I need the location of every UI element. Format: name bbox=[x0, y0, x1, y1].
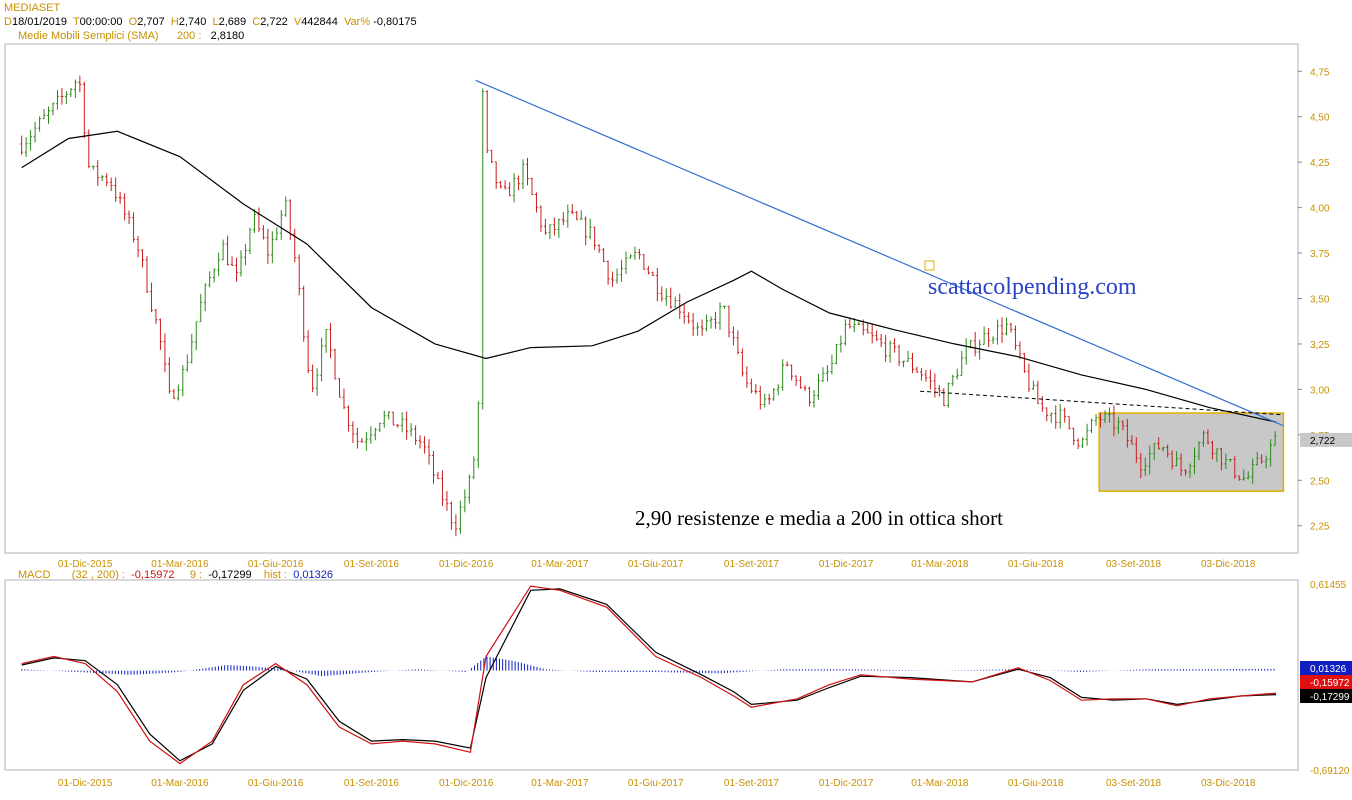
open-label: O bbox=[128, 16, 138, 28]
macd-date-label: 01-Mar-2016 bbox=[151, 778, 209, 789]
macd-date-label: 01-Dic-2017 bbox=[819, 778, 874, 789]
macd-date-label: 01-Giu-2017 bbox=[628, 778, 684, 789]
dashed-level-line bbox=[920, 390, 1284, 416]
macd-value-box bbox=[1300, 689, 1352, 703]
price-axis-label: 4,00 bbox=[1310, 204, 1330, 215]
macd-date-label: 03-Set-2018 bbox=[1106, 778, 1161, 789]
sma-header: Medie Mobili Semplici (SMA) 200 : 2,8180 bbox=[18, 30, 244, 42]
trendline-handle bbox=[924, 260, 935, 271]
price-date-label: 01-Set-2016 bbox=[344, 559, 399, 570]
time-value: 00:00:00 bbox=[79, 16, 123, 28]
resistance-trendline bbox=[475, 79, 1284, 427]
price-axis-label: 3,00 bbox=[1310, 385, 1330, 396]
date-value: 18/01/2019 bbox=[11, 16, 68, 28]
macd-value-label: -0,17299 bbox=[1310, 692, 1350, 703]
sma-period: 200 : bbox=[176, 30, 202, 42]
macd-label: MACD bbox=[18, 569, 51, 581]
watermark: scattacolpending.com bbox=[928, 274, 1137, 300]
macd-value-box bbox=[1300, 661, 1352, 675]
macd-header: MACD (32 , 200) : -0,15972 9 : -0,17299 … bbox=[18, 569, 333, 581]
last-price-label: 2,722 bbox=[1310, 436, 1335, 447]
analysis-note: 2,90 resistenze e media a 200 in ottica … bbox=[635, 506, 1003, 530]
hist-value: 0,01326 bbox=[293, 569, 333, 581]
price-date-label: 01-Mar-2018 bbox=[911, 559, 969, 570]
macd-date-label: 01-Set-2017 bbox=[724, 778, 779, 789]
last-price-box bbox=[1300, 432, 1352, 447]
var-label: Var% bbox=[344, 16, 371, 28]
price-date-label: 01-Mar-2017 bbox=[531, 559, 589, 570]
macd-value: -0,15972 bbox=[131, 569, 175, 581]
price-axis-label: 4,25 bbox=[1310, 158, 1330, 169]
price-axis-label: 4,75 bbox=[1310, 67, 1330, 78]
macd-date-label: 01-Set-2016 bbox=[344, 778, 399, 789]
price-date-label: 01-Giu-2018 bbox=[1008, 559, 1064, 570]
macd-date-label: 01-Giu-2018 bbox=[1008, 778, 1064, 789]
macd-signal-line bbox=[21, 588, 1277, 762]
open-value: 2,707 bbox=[137, 16, 165, 28]
close-label: C bbox=[252, 16, 261, 28]
price-axis-label: 3,25 bbox=[1310, 340, 1330, 351]
price-axis-label: 4,50 bbox=[1310, 113, 1330, 124]
macd-date-label: 01-Mar-2017 bbox=[531, 778, 589, 789]
date-label: D bbox=[4, 16, 12, 28]
macd-date-label: 01-Dic-2016 bbox=[439, 778, 494, 789]
macd-line bbox=[21, 585, 1277, 765]
price-axis-label: 3,50 bbox=[1310, 295, 1330, 306]
macd-value-box bbox=[1300, 675, 1352, 689]
price-date-label: 03-Dic-2018 bbox=[1201, 559, 1256, 570]
high-label: H bbox=[170, 16, 179, 28]
price-axis-label: 2,25 bbox=[1310, 522, 1330, 533]
high-value: 2,740 bbox=[178, 16, 207, 28]
price-date-label: 01-Dic-2016 bbox=[439, 559, 494, 570]
volume-value: 442844 bbox=[301, 16, 338, 28]
macd-date-label: 01-Mar-2018 bbox=[911, 778, 969, 789]
ticker-title: MEDIASET bbox=[4, 2, 61, 14]
var-value: -0,80175 bbox=[373, 16, 417, 28]
macd-date-label: 01-Dic-2015 bbox=[58, 778, 113, 789]
macd-params: (32 , 200) : bbox=[71, 569, 125, 581]
signal-label: 9 : bbox=[189, 569, 203, 581]
price-date-label: 01-Giu-2016 bbox=[248, 559, 304, 570]
ohlc-header: D18/01/2019 T00:00:00 O2,707 H2,740 L2,6… bbox=[4, 16, 417, 28]
sma-200-line bbox=[21, 130, 1277, 423]
price-axis-label: 3,75 bbox=[1310, 249, 1330, 260]
macd-panel-frame bbox=[4, 579, 1299, 771]
close-value: 2,722 bbox=[260, 16, 288, 28]
time-label: T bbox=[72, 16, 80, 28]
macd-axis-max: 0,61455 bbox=[1310, 580, 1347, 591]
sma-value: 2,8180 bbox=[210, 30, 245, 42]
price-date-label: 01-Dic-2015 bbox=[58, 559, 113, 570]
price-date-label: 01-Mar-2016 bbox=[151, 559, 209, 570]
low-value: 2,689 bbox=[218, 16, 247, 28]
price-axis-label: 2,50 bbox=[1310, 476, 1330, 487]
price-date-label: 01-Dic-2017 bbox=[819, 559, 874, 570]
sma-label: Medie Mobili Semplici (SMA) bbox=[18, 30, 159, 42]
low-label: L bbox=[212, 16, 219, 28]
macd-value-label: 0,01326 bbox=[1310, 664, 1347, 675]
macd-axis-min: -0,69120 bbox=[1310, 766, 1350, 777]
hist-label: hist : bbox=[263, 569, 288, 581]
volume-label: V bbox=[293, 16, 302, 28]
macd-date-label: 01-Giu-2016 bbox=[248, 778, 304, 789]
price-date-label: 01-Set-2017 bbox=[724, 559, 779, 570]
range-box bbox=[1098, 412, 1285, 492]
price-date-label: 03-Set-2018 bbox=[1106, 559, 1161, 570]
price-date-label: 01-Giu-2017 bbox=[628, 559, 684, 570]
signal-value: -0,17299 bbox=[208, 569, 252, 581]
macd-value-label: -0,15972 bbox=[1310, 678, 1350, 689]
macd-date-label: 03-Dic-2018 bbox=[1201, 778, 1256, 789]
